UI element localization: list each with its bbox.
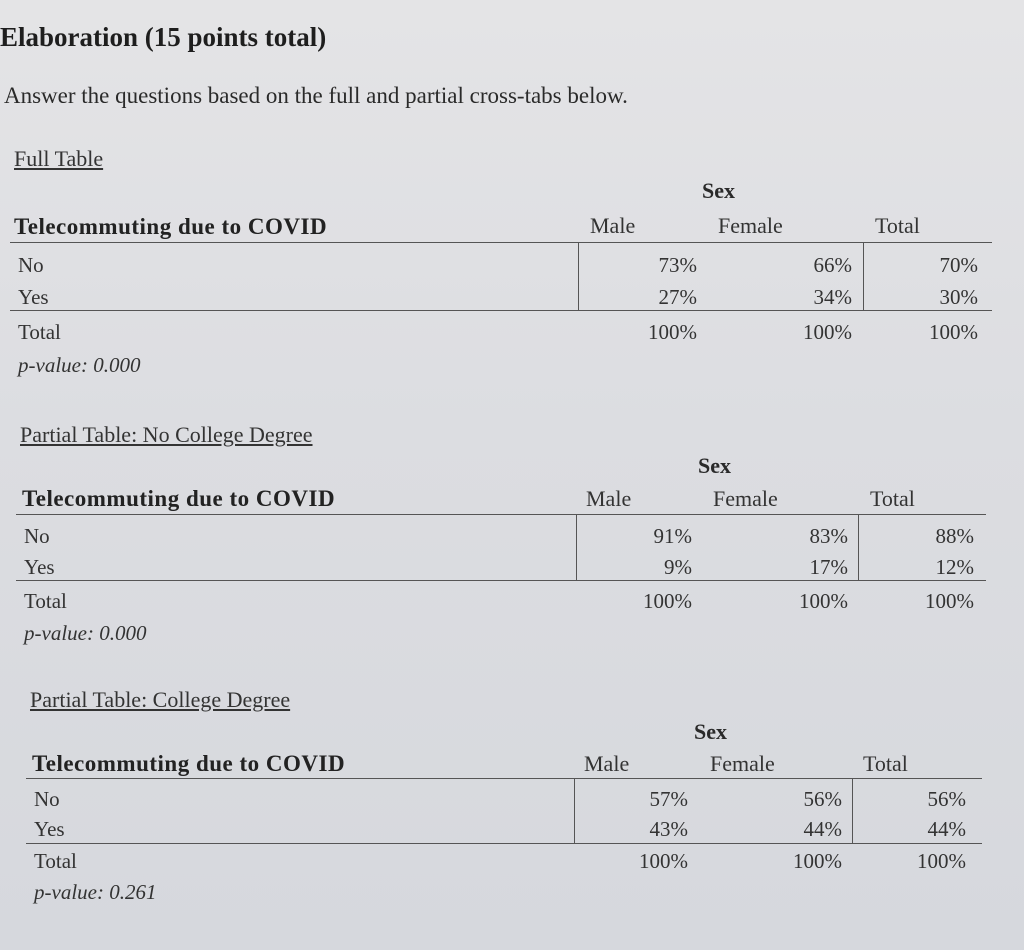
column-header-male: Male	[584, 751, 630, 776]
column-divider	[576, 514, 577, 580]
p-value: p-value: 0.261	[34, 880, 157, 904]
column-header-female: Female	[713, 486, 778, 511]
column-divider	[574, 778, 575, 843]
cell-total-total: 100%	[925, 589, 974, 613]
cell-female-no: 56%	[803, 787, 843, 811]
header-rule	[10, 242, 992, 243]
cell-total-no: 70%	[939, 253, 979, 277]
instructions: Answer the questions based on the full a…	[4, 83, 628, 108]
cell-male-no: 91%	[653, 524, 693, 548]
row-variable-header: Telecommuting due to COVID	[32, 751, 346, 776]
header-rule	[26, 778, 982, 779]
column-header-female: Female	[718, 213, 783, 238]
row-variable-header: Telecommuting due to COVID	[14, 214, 328, 239]
table-title: Partial Table: College Degree	[30, 687, 291, 712]
cell-female-yes: 17%	[809, 555, 849, 579]
group-label: Sex	[694, 719, 727, 744]
column-divider	[852, 778, 853, 843]
table-title: Partial Table: No College Degree	[20, 422, 313, 447]
row-label-no: No	[18, 253, 44, 277]
table-title: Full Table	[14, 146, 104, 171]
cell-total-no: 56%	[927, 787, 967, 811]
cell-male-total: 100%	[639, 849, 688, 873]
column-header-total: Total	[870, 486, 915, 511]
cell-male-total: 100%	[648, 320, 697, 344]
cell-male-no: 57%	[649, 787, 689, 811]
p-value: p-value: 0.000	[18, 353, 141, 377]
cell-female-yes: 44%	[803, 817, 843, 841]
row-label-total: Total	[24, 589, 67, 613]
header-rule	[16, 514, 986, 515]
cell-male-yes: 43%	[649, 817, 689, 841]
cell-female-no: 66%	[813, 253, 853, 277]
column-header-male: Male	[590, 213, 636, 238]
cell-total-no: 88%	[935, 524, 975, 548]
cell-female-total: 100%	[799, 589, 848, 613]
row-label-no: No	[24, 524, 50, 548]
group-label: Sex	[702, 178, 735, 203]
row-variable-header: Telecommuting due to COVID	[22, 486, 336, 511]
column-header-total: Total	[863, 751, 908, 776]
cell-male-total: 100%	[643, 589, 692, 613]
column-header-male: Male	[586, 486, 632, 511]
row-label-no: No	[34, 787, 60, 811]
cell-total-total: 100%	[917, 849, 966, 873]
row-label-total: Total	[18, 320, 61, 344]
cell-female-total: 100%	[803, 320, 852, 344]
cell-male-no: 73%	[658, 253, 698, 277]
cell-total-yes: 30%	[939, 285, 979, 309]
column-header-total: Total	[875, 213, 920, 238]
cell-total-total: 100%	[929, 320, 978, 344]
page-heading: Elaboration (15 points total)	[0, 22, 327, 52]
cell-female-yes: 34%	[813, 285, 853, 309]
cell-total-yes: 44%	[927, 817, 967, 841]
column-divider	[863, 242, 864, 310]
row-label-total: Total	[34, 849, 77, 873]
cell-total-yes: 12%	[935, 555, 975, 579]
column-divider	[858, 514, 859, 580]
column-divider	[578, 242, 579, 310]
cell-male-yes: 9%	[664, 555, 692, 579]
cell-male-yes: 27%	[658, 285, 698, 309]
cell-female-total: 100%	[793, 849, 842, 873]
p-value: p-value: 0.000	[24, 621, 147, 645]
column-header-female: Female	[710, 751, 775, 776]
row-label-yes: Yes	[18, 285, 49, 309]
body-rule	[26, 843, 982, 844]
row-label-yes: Yes	[24, 555, 55, 579]
row-label-yes: Yes	[34, 817, 65, 841]
body-rule	[10, 310, 992, 311]
body-rule	[16, 580, 986, 581]
cell-female-no: 83%	[809, 524, 849, 548]
group-label: Sex	[698, 453, 731, 478]
